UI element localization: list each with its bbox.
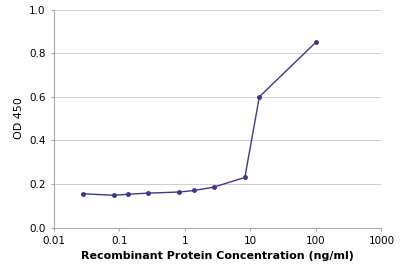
- Y-axis label: OD 450: OD 450: [14, 98, 24, 139]
- X-axis label: Recombinant Protein Concentration (ng/ml): Recombinant Protein Concentration (ng/ml…: [81, 252, 354, 261]
